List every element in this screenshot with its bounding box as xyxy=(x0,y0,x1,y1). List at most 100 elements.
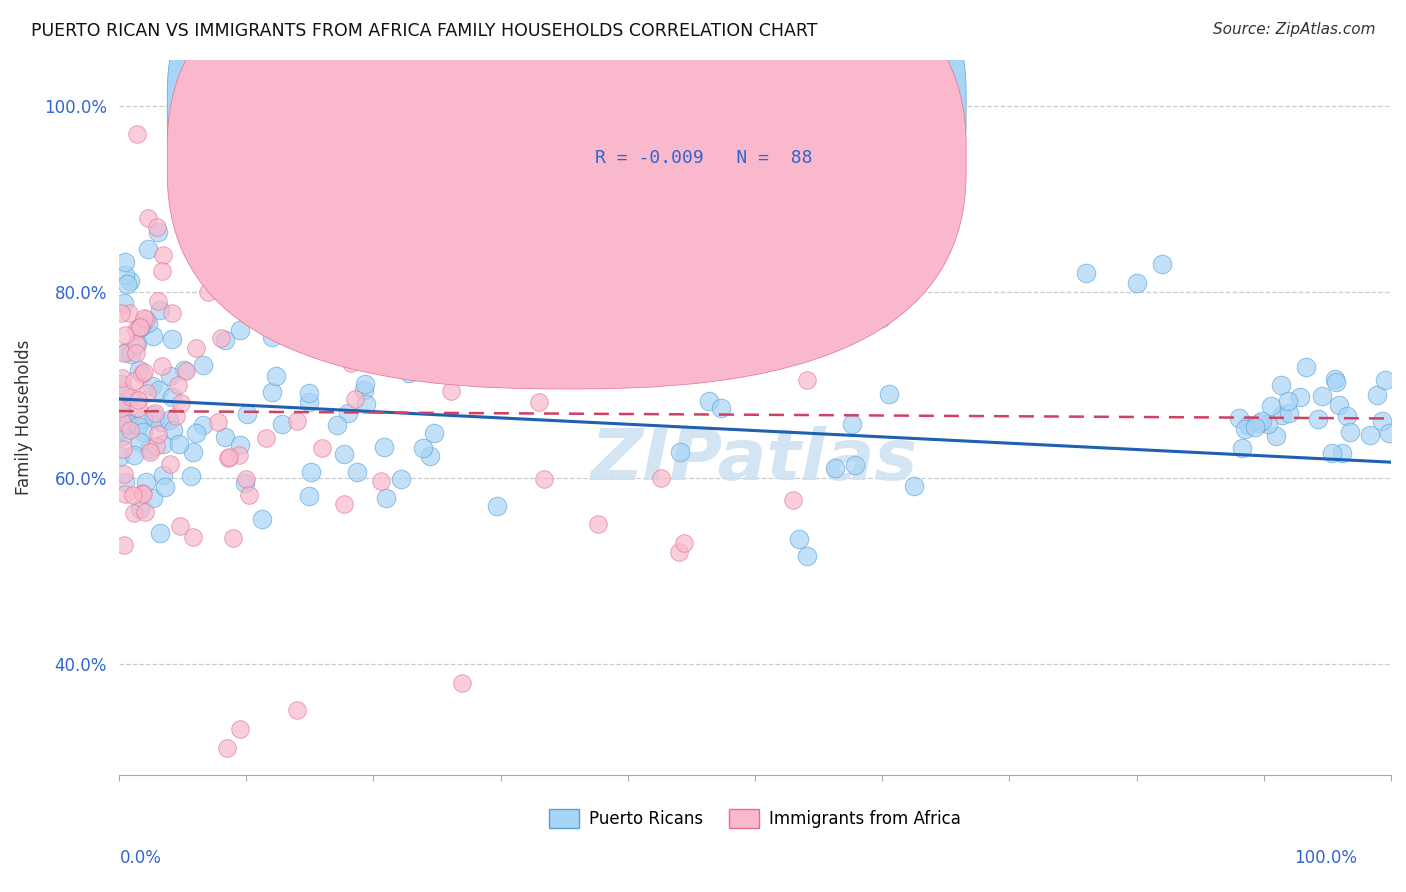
Point xyxy=(129,320,152,334)
Point xyxy=(619,291,641,305)
Point xyxy=(149,302,172,317)
Point xyxy=(264,369,287,384)
Point xyxy=(1306,412,1329,426)
Text: R = -0.009   N =  88: R = -0.009 N = 88 xyxy=(595,149,813,167)
Point xyxy=(108,423,131,437)
Point xyxy=(1251,414,1274,428)
Point xyxy=(1150,257,1173,271)
Point xyxy=(132,487,155,501)
Point xyxy=(307,284,329,298)
Point xyxy=(209,211,232,225)
Point xyxy=(118,423,141,437)
Point xyxy=(451,675,474,690)
Point xyxy=(120,346,142,360)
Point xyxy=(1270,377,1292,392)
Point xyxy=(1320,446,1343,460)
Point xyxy=(1257,417,1279,432)
Point xyxy=(160,390,183,404)
Point xyxy=(299,466,322,480)
Point xyxy=(149,415,172,429)
Point xyxy=(139,445,162,459)
Point xyxy=(229,722,252,736)
Point xyxy=(152,437,174,451)
Point xyxy=(367,352,389,367)
Point xyxy=(110,306,132,320)
Point xyxy=(215,267,238,281)
Point xyxy=(110,376,132,391)
Point xyxy=(353,376,375,391)
Point xyxy=(114,346,136,360)
Point xyxy=(142,409,165,423)
Point xyxy=(844,458,866,472)
Point xyxy=(1074,267,1097,281)
Point xyxy=(148,384,170,398)
Point xyxy=(129,320,152,334)
Point xyxy=(136,243,159,257)
Point xyxy=(229,323,252,337)
Point xyxy=(1371,414,1393,428)
Point xyxy=(157,413,180,427)
Point xyxy=(903,479,925,493)
Point xyxy=(423,426,446,441)
Point xyxy=(311,441,333,455)
Point xyxy=(301,296,323,310)
Point xyxy=(122,449,145,463)
Point xyxy=(127,401,149,416)
Point xyxy=(354,397,377,411)
Point xyxy=(122,374,145,388)
Point xyxy=(162,423,184,437)
Point xyxy=(1264,429,1286,443)
Point xyxy=(228,448,250,462)
Point xyxy=(337,406,360,420)
FancyBboxPatch shape xyxy=(533,74,813,192)
Point xyxy=(207,415,229,429)
Point xyxy=(1365,388,1388,402)
Point xyxy=(404,359,426,374)
Point xyxy=(134,505,156,519)
Point xyxy=(214,429,236,443)
Point xyxy=(149,526,172,541)
Point xyxy=(389,472,412,486)
Point xyxy=(672,536,695,550)
Point xyxy=(117,417,139,432)
Point xyxy=(197,285,219,299)
Point xyxy=(114,538,136,552)
Point xyxy=(704,173,727,187)
Point xyxy=(588,516,610,531)
Point xyxy=(787,533,810,547)
Point xyxy=(125,323,148,337)
Point xyxy=(343,392,366,407)
Point xyxy=(318,332,340,346)
Point xyxy=(527,395,550,409)
Point xyxy=(1331,445,1354,459)
Point xyxy=(307,330,329,344)
Point xyxy=(412,442,434,456)
Point xyxy=(173,363,195,377)
Point xyxy=(159,368,181,383)
Point xyxy=(180,468,202,483)
Legend: Puerto Ricans, Immigrants from Africa: Puerto Ricans, Immigrants from Africa xyxy=(543,803,967,835)
Point xyxy=(326,417,349,432)
Point xyxy=(141,379,163,393)
Point xyxy=(1277,394,1299,409)
Point xyxy=(129,434,152,449)
FancyBboxPatch shape xyxy=(167,0,966,389)
Point xyxy=(668,545,690,559)
Point xyxy=(1227,410,1250,425)
Point xyxy=(114,268,136,282)
Point xyxy=(1237,417,1260,432)
Point xyxy=(297,489,319,503)
Point xyxy=(127,393,149,408)
Point xyxy=(1233,422,1256,436)
Point xyxy=(486,499,509,513)
Point xyxy=(112,467,135,481)
Point xyxy=(146,219,169,234)
Point xyxy=(1336,409,1358,423)
Point xyxy=(841,417,863,431)
Point xyxy=(127,418,149,433)
Point xyxy=(346,465,368,479)
Point xyxy=(132,311,155,326)
Point xyxy=(235,472,257,486)
Point xyxy=(370,474,392,488)
Point xyxy=(254,431,277,445)
